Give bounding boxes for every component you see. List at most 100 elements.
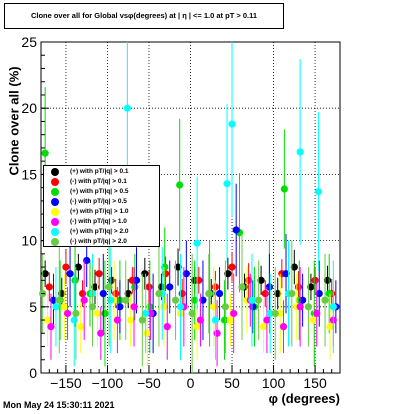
data-point (326, 323, 334, 331)
data-point (248, 296, 256, 304)
data-point (97, 329, 105, 337)
legend-label: (+) with pT/|q| > 1.0 (70, 208, 129, 215)
data-point (55, 296, 63, 304)
data-point (88, 303, 97, 311)
x-axis-label: φ (degrees) (268, 391, 340, 406)
data-point (143, 329, 151, 337)
data-point (41, 270, 49, 278)
data-point (261, 289, 269, 298)
data-point (145, 283, 153, 291)
legend-marker (51, 198, 59, 206)
data-point (70, 316, 78, 324)
data-point (280, 185, 288, 193)
data-point (188, 309, 196, 318)
data-point (95, 270, 103, 278)
data-point (116, 303, 124, 311)
data-point (71, 276, 79, 284)
data-point (93, 309, 102, 318)
data-point (163, 323, 171, 331)
data-point (314, 188, 323, 196)
x-tick-label: −150 (50, 375, 82, 391)
data-point (205, 289, 213, 298)
x-tick-label: −100 (92, 375, 124, 391)
data-point (232, 226, 240, 234)
data-point (60, 303, 68, 311)
data-point (105, 283, 113, 291)
legend-marker (51, 218, 59, 226)
data-point (299, 296, 307, 304)
data-point (213, 329, 221, 337)
series-1 (41, 248, 332, 310)
data-point (228, 120, 236, 128)
data-point (161, 263, 169, 271)
legend-label: (-) with pT/|q| > 0.5 (70, 198, 127, 205)
data-point (166, 283, 174, 291)
x-tick-label: 0 (187, 375, 195, 391)
data-point (226, 316, 234, 324)
data-point (315, 289, 323, 298)
timestamp: Mon May 24 15:30:11 2021 (3, 400, 115, 410)
legend-marker (51, 188, 59, 196)
data-point (296, 148, 304, 156)
x-tick-label: 150 (303, 375, 327, 391)
data-point (193, 323, 201, 331)
data-point (142, 309, 150, 318)
data-point (329, 303, 337, 311)
data-point (259, 323, 268, 331)
data-point (161, 270, 170, 278)
data-point (127, 316, 135, 324)
y-tick-label: 10 (21, 233, 37, 249)
data-marks (39, 42, 340, 373)
data-point (191, 296, 199, 304)
data-point (171, 296, 180, 304)
data-point (131, 283, 139, 291)
x-tick-label: −50 (137, 375, 161, 391)
data-point (266, 309, 274, 318)
legend-label: (+) with pT/|q| > 0.1 (70, 168, 129, 175)
data-point (178, 289, 186, 298)
data-point (99, 289, 107, 298)
data-point (276, 309, 284, 318)
data-point (196, 316, 205, 324)
legend-label: (-) with pT/|q| > 1.0 (70, 218, 127, 225)
data-point (221, 303, 229, 311)
data-point (63, 309, 72, 318)
legend-label: (-) with pT/|q| > 0.1 (70, 178, 127, 185)
data-point (220, 316, 229, 324)
data-point (325, 289, 333, 298)
data-point (311, 276, 319, 284)
data-point (210, 303, 218, 311)
data-point (107, 296, 115, 304)
data-point (174, 263, 182, 271)
data-point (77, 323, 85, 331)
data-point (296, 303, 304, 311)
data-point (62, 263, 70, 271)
data-point (41, 149, 49, 157)
data-point (101, 309, 109, 318)
data-point (72, 309, 80, 318)
legend-marker (51, 208, 59, 216)
legend-label: (+) with pT/|q| > 0.5 (70, 188, 129, 195)
data-point (107, 276, 116, 284)
legend-marker (51, 228, 59, 236)
data-point (309, 316, 318, 324)
data-point (176, 303, 185, 311)
data-point (224, 270, 232, 278)
data-point (49, 296, 58, 304)
data-point (132, 276, 141, 284)
data-point (47, 323, 55, 331)
series-7 (52, 42, 337, 367)
data-point (304, 303, 313, 311)
data-point (294, 283, 303, 291)
data-point (91, 283, 99, 291)
data-point (279, 323, 288, 331)
legend-marker (51, 168, 59, 176)
data-point (215, 289, 224, 298)
data-point (238, 283, 246, 291)
data-point (138, 316, 146, 324)
data-point (245, 276, 253, 284)
data-point (255, 296, 263, 304)
legend: (+) with pT/|q| > 0.1 (-) with pT/|q| > 0… (43, 165, 160, 247)
data-point (257, 276, 265, 284)
